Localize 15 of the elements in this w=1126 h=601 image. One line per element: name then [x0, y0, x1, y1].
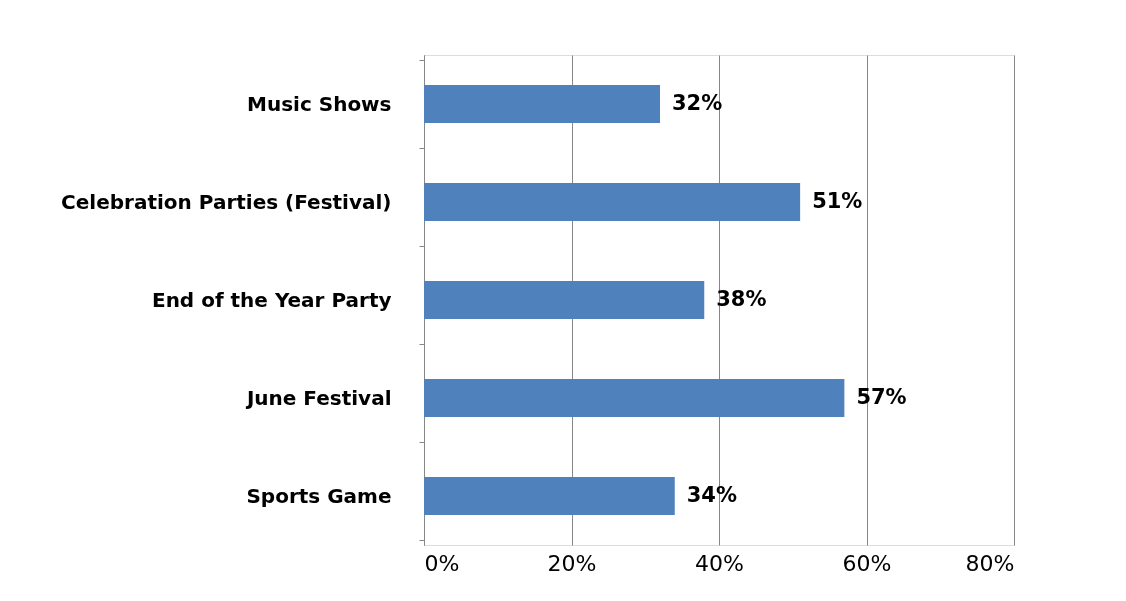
y-tick-label: Sports Game [246, 483, 392, 508]
x-tick-label: 80% [965, 550, 1015, 576]
data-label: 57% [856, 385, 907, 409]
data-label: 34% [686, 483, 738, 507]
data-label: 51% [812, 189, 863, 213]
y-tick-label: June Festival [244, 385, 392, 410]
x-tick-label: 40% [695, 550, 744, 576]
x-tick-label: 0% [424, 550, 460, 576]
x-tick-label: 60% [842, 550, 892, 576]
y-tick-label: End of the Year Party [151, 287, 392, 312]
data-label: 32% [672, 91, 723, 115]
y-tick-label: Music Shows [247, 91, 392, 116]
x-tick-label: 20% [547, 550, 597, 576]
y-tick-label: Celebration Parties (Festival) [61, 189, 392, 214]
data-label: 38% [716, 287, 767, 311]
